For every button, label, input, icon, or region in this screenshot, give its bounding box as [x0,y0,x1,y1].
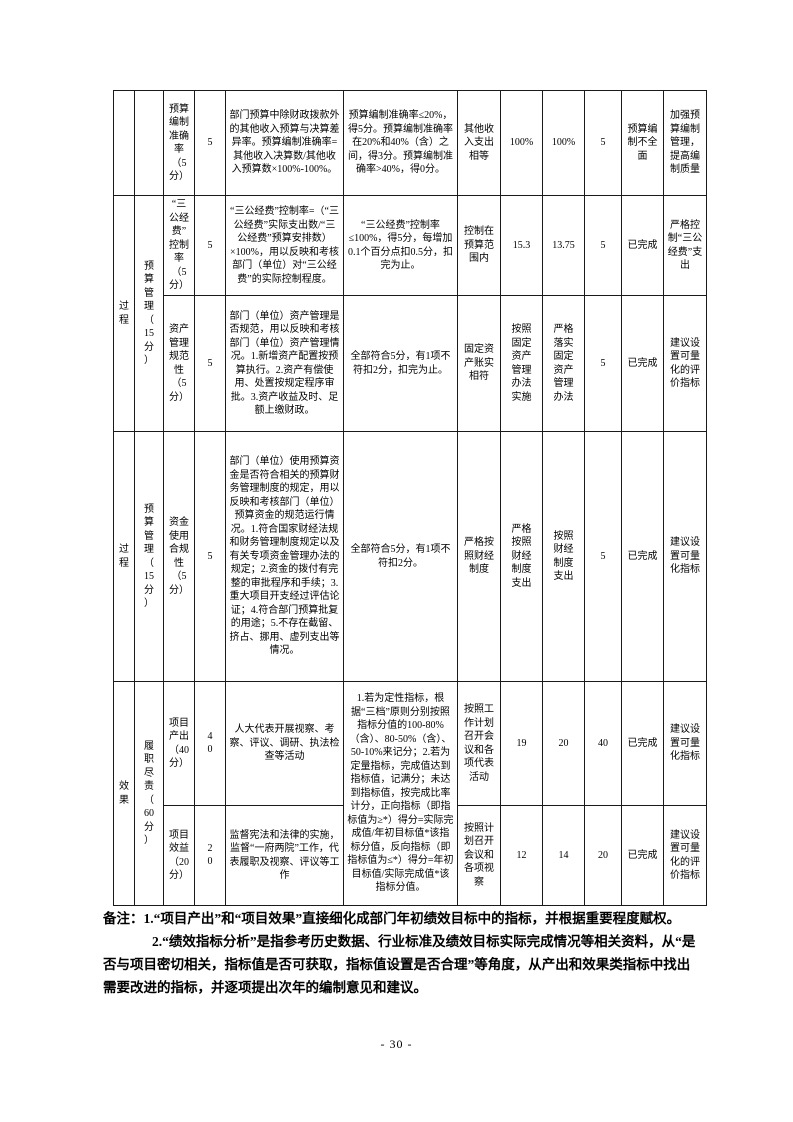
r6-score: 20 [584,805,622,906]
r1-actual-value: 100% [542,90,585,196]
table-row: 项目效益（20分） 20 监督宪法和法律的实施，监督“一府两院”工作，代表履职及… [114,805,707,906]
r1-criteria: 预算编制准确率≤20%，得5分。预算编制准确率在20%和40%（含）之间，得3分… [343,90,458,196]
r6-target-value: 12 [500,805,543,906]
r2-suggestion: 严格控制“三公经费”支出 [663,195,707,296]
r6-explanation: 监督宪法和法律的实施，监督“一府两院”工作，代表履职及视察、评议等工作 [225,805,344,906]
r4-criteria: 全部符合5分，有1项不符扣2分。 [343,431,458,682]
table-row: 过程 预算管理（15分） “三公经费”控制率（5分） 5 “三公经费”控制率=（… [113,195,707,432]
category-budget-cell-2: 预算管理（15分） [134,431,164,682]
r2-explanation: “三公经费”控制率=（“三公经费”实际支出数/“三公经费”预算安排数）×100%… [225,195,344,296]
footnote-line: 需要改进的指标，并逐项提出次年的编制意见和建议。 [103,980,427,995]
r3-weight: 5 [194,295,226,432]
r5-suggestion: 建议设置可量化指标 [663,681,707,806]
r5-target-value: 19 [500,681,543,806]
r4-actual-value: 按照财经制度支出 [542,431,585,682]
r3-goal: 固定资产账实相符 [457,295,501,432]
r5-indicator-name: 项目产出（40分） [163,681,195,806]
r2-indicator-name: “三公经费”控制率（5分） [163,195,195,296]
r5-explanation: 人大代表开展视察、考察、评议、调研、执法检查等活动 [225,681,344,806]
r4-target-value: 严格按照财经制度支出 [500,431,543,682]
footnote-line: 2.“绩效指标分析”是指参考历史数据、行业标准及绩效目标实际完成情况等相关资料，… [152,934,696,949]
table-row: 资产管理规范性（5分） 5 部门（单位）资产管理是否规范，用以反映和考核部门（单… [114,295,707,432]
r6-actual-value: 14 [542,805,585,906]
stage-effect-cell: 效果 [113,681,135,906]
table-row: 过程 预算管理（15分） 资金使用合规性（5分） 5 部门（单位）使用预算资金是… [113,431,707,682]
r1-indicator-name: 预算编制准确率（5分） [163,90,195,196]
stage-process-cell-2: 过程 [113,431,135,682]
r1-stage-cell-empty [113,90,135,196]
table-row: 效果 履职尽责（60分） 项目产出（40分） 40 人大代表开展视察、考察、评议… [113,681,707,906]
r5-score: 40 [584,681,622,806]
footnote-line: 备注：1.“项目产出”和“项目效果”直接细化成部门年初绩效目标中的指标，并根据重… [103,911,681,926]
r1-goal: 其他收入支出相等 [457,90,501,196]
stage-process-cell: 过程 [113,195,135,432]
r3-indicator-name: 资产管理规范性（5分） [163,295,195,432]
footnote-line: 否与项目密切相关，指标值是否可获取，指标值设置是否合理”等角度，从产出和效果类指… [103,957,691,972]
r3-suggestion: 建议设置可量化的评价指标 [663,295,707,432]
r4-goal: 严格按照财经制度 [457,431,501,682]
shared-scoring-criteria: 1.若为定性指标，根据“三档”原则分别按照指标分值的100-80%（含）、80-… [343,681,458,906]
r5-status: 已完成 [621,681,664,806]
r5-goal: 按照工作计划召开会议和各项代表活动 [457,681,501,806]
r4-indicator-name: 资金使用合规性（5分） [163,431,195,682]
r1-explanation: 部门预算中除财政拨款外的其他收入预算与决算差异率。预算编制准确率=其他收入决算数… [225,90,344,196]
r1-suggestion: 加强预算编制管理，提高编制质量 [663,90,707,196]
r4-status: 已完成 [621,431,664,682]
r1-status: 预算编制不全面 [621,90,664,196]
category-duty-cell: 履职尽责（60分） [134,681,164,906]
r4-score: 5 [584,431,622,682]
footnotes: 备注：1.“项目产出”和“项目效果”直接细化成部门年初绩效目标中的指标，并根据重… [103,907,715,999]
r6-status: 已完成 [621,805,664,906]
r3-criteria: 全部符合5分，有1项不符扣2分，扣完为止。 [343,295,458,432]
r4-suggestion: 建议设置可量化指标 [663,431,707,682]
r3-score: 5 [584,295,622,432]
r5-actual-value: 20 [542,681,585,806]
r3-explanation: 部门（单位）资产管理是否规范，用以反映和考核部门（单位）资产管理情况。1.新增资… [225,295,344,432]
r3-status: 已完成 [621,295,664,432]
r2-weight: 5 [194,195,226,296]
r2-target-value: 15.3 [500,195,543,296]
r1-target-value: 100% [500,90,543,196]
r3-target-value: 按照固定资产管理办法实施 [500,295,543,432]
r6-goal: 按照计划召开会议和各项视察 [457,805,501,906]
r1-category-cell-empty [134,90,164,196]
r2-status: 已完成 [621,195,664,296]
page-number: - 30 - [380,1037,413,1051]
category-budget-cell: 预算管理（15分） [134,195,164,432]
r6-weight: 20 [194,805,226,906]
r2-score: 5 [584,195,622,296]
r6-indicator-name: 项目效益（20分） [163,805,195,906]
r2-goal: 控制在预算范围内 [457,195,501,296]
r1-score: 5 [584,90,622,196]
r4-explanation: 部门（单位）使用预算资金是否符合相关的预算财务管理制度的规定，用以反映和考核部门… [225,431,344,682]
r2-criteria: “三公经费”控制率≤100%，得5分，每增加0.1个百分点扣0.5分，扣完为止。 [343,195,458,296]
r1-weight: 5 [194,90,226,196]
r2-actual-value: 13.75 [542,195,585,296]
table-row: 预算编制准确率（5分） 5 部门预算中除财政拨款外的其他收入预算与决算差异率。预… [113,90,707,196]
r6-suggestion: 建议设置可量化的评价指标 [663,805,707,906]
r5-weight: 40 [194,681,226,806]
performance-evaluation-table: 预算编制准确率（5分） 5 部门预算中除财政拨款外的其他收入预算与决算差异率。预… [113,90,707,906]
r4-weight: 5 [194,431,226,682]
r3-actual-value: 严格落实固定资产管理办法 [542,295,585,432]
